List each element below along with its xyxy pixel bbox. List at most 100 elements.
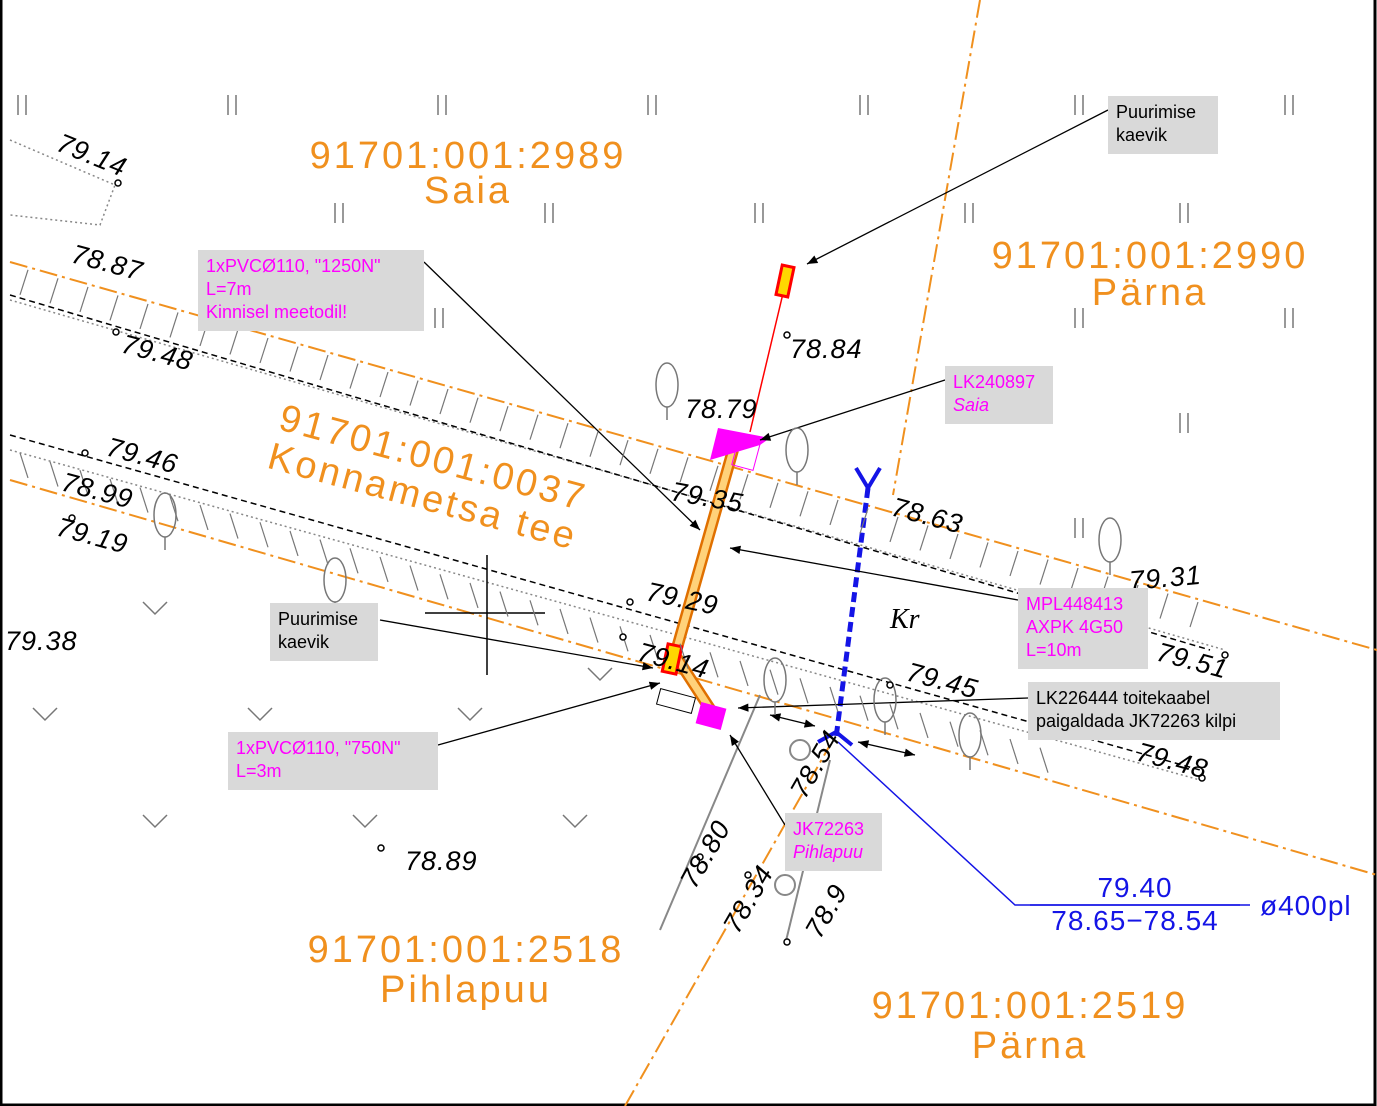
road-hatch [290, 531, 298, 556]
road-hatch [950, 722, 958, 747]
callout-text: JK72263 [793, 819, 864, 839]
callout-text: L=10m [1026, 640, 1082, 660]
survey-point [378, 845, 384, 851]
callout-text: Puurimise [278, 609, 358, 629]
elevation: 78.87 [68, 239, 146, 287]
callout-text: LK226444 toitekaabel [1036, 688, 1210, 708]
elevation: 79.38 [5, 626, 78, 656]
road-hatch [830, 687, 838, 712]
callout-text: paigaldada JK72263 kilpi [1036, 711, 1236, 731]
callout-text: AXPK 4G50 [1026, 617, 1123, 637]
survey-point [784, 939, 790, 945]
road-hatch [1160, 594, 1168, 619]
elevation: 79.14 [53, 128, 132, 183]
road-hatch [380, 372, 388, 397]
marsh-mark [33, 708, 57, 720]
linework [10, 0, 1377, 1106]
elevation: 78.80 [674, 815, 736, 893]
road-hatch [260, 338, 268, 363]
road-hatch [1040, 560, 1048, 585]
callout-text: kaevik [278, 632, 330, 652]
road-hatch [800, 491, 808, 516]
road-hatch [770, 483, 778, 508]
callout-text: Kinnisel meetodil! [206, 302, 347, 322]
plan-drawing: 91701:001:2989Saia91701:001:2990Pärna917… [0, 0, 1377, 1106]
labels: 91701:001:2989Saia91701:001:2990Pärna917… [5, 96, 1352, 1067]
road-hatch [440, 389, 448, 414]
road-hatch [470, 583, 478, 608]
frame [1, 0, 1375, 1105]
elevation: 78.9 [799, 879, 853, 943]
parcel-name: Pihlapuu [380, 969, 552, 1011]
survey-point [113, 329, 119, 335]
elevation: 78.63 [888, 492, 966, 540]
marsh-mark [458, 708, 482, 720]
road-hatch [290, 347, 298, 372]
road-hatch [530, 415, 538, 440]
elevation: 79.45 [903, 657, 981, 705]
road-hatch [830, 500, 838, 525]
parcel-id: 91701:001:2990 [992, 235, 1309, 277]
road-hatch [980, 542, 988, 567]
tree [959, 713, 981, 757]
road-hatch [410, 566, 418, 591]
callout-text: 1xPVCØ110, "1250N" [206, 256, 381, 276]
road-hatch [200, 505, 208, 530]
road-hatch [350, 364, 358, 389]
road-hatch [110, 295, 118, 320]
parcel-id: 91701:001:2518 [308, 929, 625, 971]
callout-text: L=7m [206, 279, 252, 299]
road-hatch [140, 304, 148, 329]
road-hatch [80, 287, 88, 312]
road-hatch [1010, 739, 1018, 764]
elevation: 79.35 [669, 476, 746, 518]
marsh-mark [563, 815, 587, 827]
road-hatch [650, 449, 658, 474]
callout-text: kaevik [1116, 125, 1168, 145]
tree [656, 363, 678, 407]
elevation: 78.89 [405, 846, 478, 876]
callout-text: Pihlapuu [793, 842, 863, 862]
elevation: 78.79 [685, 394, 758, 424]
marsh-mark [143, 815, 167, 827]
pipe-top: 79.40 [1097, 872, 1172, 903]
road-hatch [140, 488, 148, 513]
road-hatch [320, 355, 328, 380]
road-hatch [1190, 602, 1198, 627]
road-hatch [230, 329, 238, 354]
marsh-mark [143, 602, 167, 614]
elevation: 79.46 [103, 432, 181, 480]
callout-text: Saia [953, 395, 989, 415]
road-hatch [740, 661, 748, 686]
callout-text: MPL448413 [1026, 594, 1123, 614]
road-hatch [470, 398, 478, 423]
elevation: 78.54 [784, 725, 846, 803]
elevation: 78.34 [717, 860, 779, 938]
road-hatch [320, 540, 328, 565]
road-hatch [350, 548, 358, 573]
pipe-size: ø400pl [1260, 890, 1352, 921]
tree [154, 493, 176, 537]
elevation: 79.51 [1153, 637, 1231, 685]
parcel-id: 91701:001:2519 [872, 985, 1189, 1027]
road-hatch [170, 496, 178, 521]
road-hatch [920, 713, 928, 738]
elevation: 79.19 [53, 512, 131, 560]
tree [324, 558, 346, 602]
survey-point [627, 599, 633, 605]
callout-text: 1xPVCØ110, "750N" [236, 738, 401, 758]
road-hatch [860, 696, 868, 721]
road-hatch [890, 704, 898, 729]
road-hatch [500, 406, 508, 431]
road-hatch [50, 462, 58, 487]
pipe-bottom: 78.65−78.54 [1051, 905, 1219, 936]
callout-text: L=3m [236, 761, 282, 781]
survey-point [620, 634, 626, 640]
elevation: 78.84 [790, 334, 863, 364]
road-hatch [1010, 551, 1018, 576]
parcel-name: Pärna [1092, 272, 1208, 314]
road-hatch [800, 678, 808, 703]
road-hatch [380, 557, 388, 582]
road-hatch [50, 278, 58, 303]
road-hatch [20, 270, 28, 295]
